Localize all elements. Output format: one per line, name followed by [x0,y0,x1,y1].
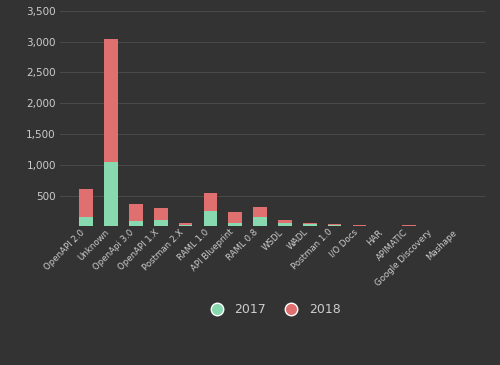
Bar [154,220,168,226]
Bar [178,225,192,226]
Bar [278,223,292,226]
Bar [352,225,366,226]
Bar [328,225,342,226]
Bar [328,223,342,225]
Bar [129,204,142,222]
Bar [80,217,93,226]
Bar [303,224,316,226]
Bar [278,219,292,223]
Bar [104,162,118,226]
Bar [228,223,242,226]
Bar [303,223,316,224]
Bar [80,189,93,217]
Bar [204,193,217,211]
Legend: 2017, 2018: 2017, 2018 [200,298,346,321]
Bar [228,212,242,223]
Bar [402,225,416,226]
Bar [253,207,267,217]
Bar [104,39,118,162]
Bar [253,217,267,226]
Bar [154,208,168,220]
Bar [129,222,142,226]
Bar [178,223,192,225]
Bar [204,211,217,226]
